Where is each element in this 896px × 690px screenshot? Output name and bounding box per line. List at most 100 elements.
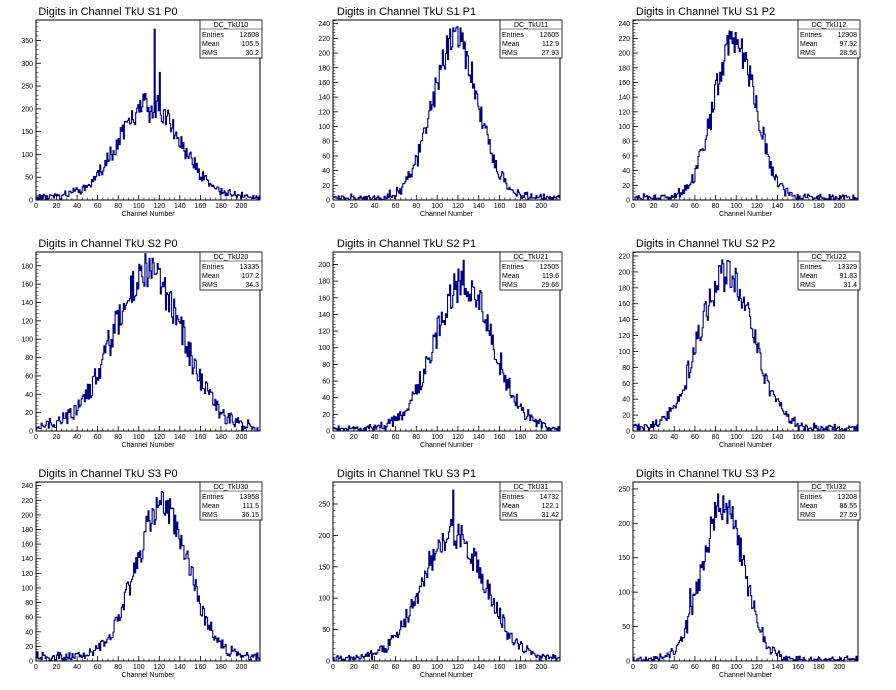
x-tick-label: 100 — [730, 664, 742, 671]
histogram-panel-TkU30: Digits in Channel TkU S3 P0 0 20 40 60 80 100 1… — [21, 468, 263, 679]
histogram-panel-TkU11: Digits in Channel TkU S1 P1 0 20 40 60 80 100 1… — [318, 6, 563, 218]
stats-header: DC_TkU21 — [514, 254, 549, 261]
x-tick-label: 200 — [535, 203, 547, 210]
stats-value: 12605 — [540, 32, 560, 39]
y-tick-label: 220 — [618, 253, 630, 260]
stats-value: 28.56 — [839, 50, 857, 57]
x-tick-label: 60 — [392, 664, 400, 671]
x-tick-label: 180 — [813, 434, 825, 441]
y-tick-label: 250 — [21, 84, 33, 91]
y-tick-label: 180 — [21, 263, 33, 270]
x-tick-label: 40 — [670, 664, 678, 671]
y-tick-label: 220 — [618, 36, 630, 43]
chart-title: Digits in Channel TkU S3 P0 — [38, 468, 177, 480]
y-tick-label: 220 — [318, 36, 330, 43]
stats-box — [199, 19, 263, 59]
y-tick-label: 80 — [25, 600, 33, 607]
stats-key: Mean — [800, 503, 818, 510]
y-tick-label: 100 — [21, 152, 33, 159]
stats-value: 86.55 — [839, 503, 857, 510]
plot-frame — [632, 251, 859, 432]
x-tick-label: 20 — [53, 203, 61, 210]
x-tick-label: 60 — [691, 203, 699, 210]
x-tick-label: 120 — [153, 203, 165, 210]
y-tick-label: 350 — [21, 38, 33, 45]
plot-frame — [35, 481, 261, 662]
stats-value: 91.83 — [839, 273, 857, 280]
x-tick-label: 80 — [412, 203, 420, 210]
y-tick-label: 300 — [21, 61, 33, 68]
x-tick-label: 180 — [215, 434, 227, 441]
stats-value: 27.93 — [541, 50, 559, 57]
x-tick-label: 40 — [371, 664, 379, 671]
histogram-line — [632, 259, 859, 432]
y-tick-label: 0 — [626, 429, 630, 436]
histogram-line — [35, 28, 261, 201]
y-tick-label: 40 — [622, 397, 630, 404]
stats-box — [199, 481, 263, 521]
stats-header: DC_TkU20 — [214, 254, 249, 261]
y-tick-label: 150 — [618, 555, 630, 562]
histogram-line — [35, 253, 261, 432]
histogram-panel-TkU22: Digits in Channel TkU S2 P2 0 20 40 60 80 100 1… — [618, 238, 861, 449]
x-tick-label: 180 — [813, 664, 825, 671]
plot-frame — [632, 19, 859, 201]
stats-value: 105.5 — [241, 41, 259, 48]
y-tick-label: 120 — [618, 333, 630, 340]
x-tick-label: 20 — [650, 664, 658, 671]
y-tick-label: 0 — [326, 659, 330, 666]
histogram-panel-TkU31: Digits in Channel TkU S3 P1 0 20 40 60 80 100 1… — [318, 468, 563, 679]
histogram-line — [332, 26, 561, 201]
y-tick-label: 20 — [25, 644, 33, 651]
x-tick-label: 160 — [792, 203, 804, 210]
x-tick-label: 160 — [195, 664, 207, 671]
y-tick-label: 250 — [318, 501, 330, 508]
x-tick-label: 80 — [712, 664, 720, 671]
y-tick-label: 100 — [21, 585, 33, 592]
stats-key: RMS — [800, 512, 816, 519]
x-tick-label: 200 — [535, 434, 547, 441]
y-tick-label: 50 — [25, 175, 33, 182]
y-tick-label: 180 — [318, 279, 330, 286]
chart-title: Digits in Channel TkU S1 P1 — [337, 6, 476, 18]
x-tick-label: 140 — [473, 434, 485, 441]
stats-header: DC_TkU11 — [514, 22, 548, 29]
x-tick-label: 160 — [792, 664, 804, 671]
y-tick-label: 50 — [622, 624, 630, 631]
stats-value: 14732 — [540, 494, 560, 501]
stats-key: Mean — [502, 503, 520, 510]
x-tick-label: 100 — [431, 203, 443, 210]
x-tick-label: 120 — [452, 203, 464, 210]
stats-value: 119.6 — [542, 273, 559, 280]
stats-key: Entries — [202, 264, 224, 271]
stats-key: RMS — [202, 50, 218, 57]
x-axis-label: Channel Number — [122, 211, 176, 218]
chart-title: Digits in Channel TkU S3 P1 — [337, 468, 476, 480]
y-tick-label: 200 — [318, 533, 330, 540]
stats-value: 107.2 — [241, 273, 259, 280]
x-tick-label: 200 — [834, 664, 846, 671]
histogram-line — [332, 259, 560, 432]
stats-box — [797, 19, 861, 59]
x-tick-label: 200 — [236, 664, 248, 671]
x-tick-label: 40 — [73, 434, 81, 441]
stats-key: Entries — [202, 494, 224, 501]
x-tick-label: 100 — [133, 203, 145, 210]
x-tick-label: 40 — [371, 203, 379, 210]
y-tick-label: 120 — [21, 571, 33, 578]
x-tick-label: 0 — [631, 203, 635, 210]
x-tick-label: 20 — [650, 203, 658, 210]
x-tick-label: 20 — [650, 434, 658, 441]
x-axis-label: Channel Number — [122, 672, 176, 679]
stats-value: 30.2 — [245, 50, 259, 57]
x-tick-label: 100 — [133, 434, 145, 441]
y-tick-label: 20 — [25, 410, 33, 417]
y-tick-label: 0 — [29, 659, 33, 666]
x-tick-label: 160 — [494, 434, 506, 441]
stats-box — [499, 481, 563, 521]
stats-value: 13329 — [838, 264, 858, 271]
stats-value: 12505 — [540, 264, 560, 271]
x-tick-label: 200 — [834, 434, 846, 441]
y-tick-label: 120 — [21, 318, 33, 325]
y-tick-label: 20 — [622, 413, 630, 420]
